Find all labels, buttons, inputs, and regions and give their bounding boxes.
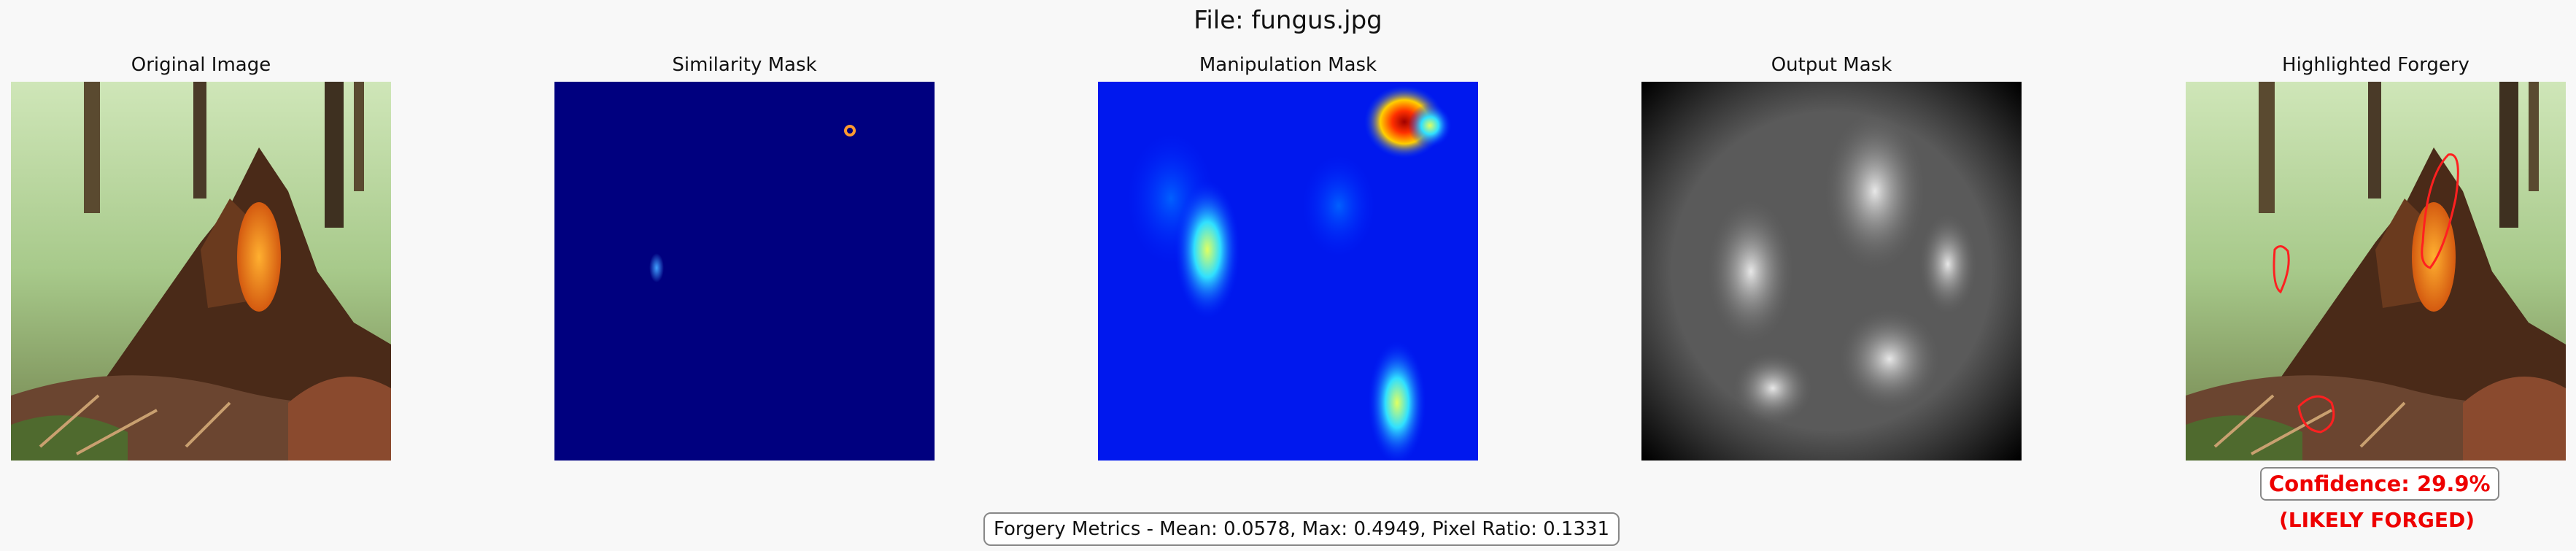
panel-similarity-mask: Similarity Mask bbox=[554, 53, 935, 461]
highlighted-forgery-image bbox=[2186, 82, 2566, 461]
panel-title: Similarity Mask bbox=[672, 54, 817, 76]
forgery-outline bbox=[2421, 153, 2459, 269]
verdict-label: (LIKELY FORGED) bbox=[2279, 508, 2475, 532]
panel-title: Original Image bbox=[131, 54, 271, 76]
panel-output-mask: Output Mask bbox=[1641, 53, 2022, 461]
panel-manipulation-mask: Manipulation Mask bbox=[1098, 53, 1478, 461]
forgery-outline bbox=[2273, 245, 2290, 294]
output-mask-image bbox=[1641, 82, 2022, 461]
confidence-label: Confidence: 29.9% bbox=[2260, 467, 2499, 501]
panel-original-image: Original Image bbox=[11, 53, 391, 461]
original-image bbox=[11, 82, 391, 461]
forgery-outline bbox=[2297, 395, 2335, 434]
forgery-metrics: Forgery Metrics - Mean: 0.0578, Max: 0.4… bbox=[983, 512, 1620, 546]
panel-title: Highlighted Forgery bbox=[2282, 54, 2469, 76]
panel-highlighted-forgery: Highlighted Forgery bbox=[2186, 53, 2566, 461]
figure-title: File: fungus.jpg bbox=[1194, 6, 1382, 35]
panel-title: Output Mask bbox=[1771, 54, 1892, 76]
manipulation-mask-image bbox=[1098, 82, 1478, 461]
similarity-mask-image bbox=[554, 82, 935, 461]
panel-title: Manipulation Mask bbox=[1199, 54, 1377, 76]
